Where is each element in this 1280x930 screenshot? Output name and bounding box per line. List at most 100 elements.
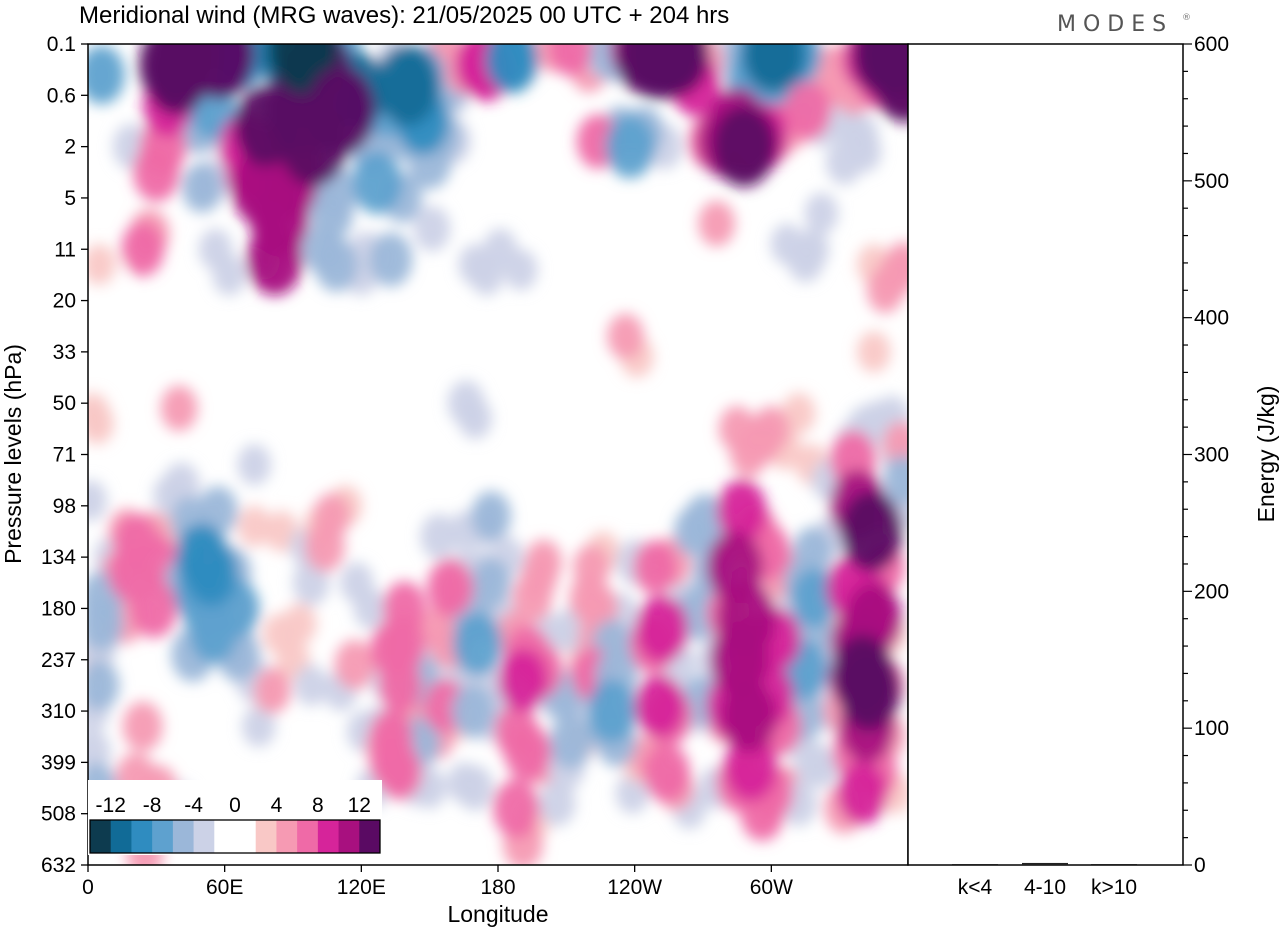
- heatmap-blob: [549, 44, 593, 77]
- heatmap-blob: [605, 115, 655, 179]
- y-axis-label: Pressure levels (hPa): [0, 344, 26, 564]
- energy-tick-label: 0: [1194, 854, 1206, 877]
- heatmap-blob: [353, 587, 388, 630]
- y-tick-label: 508: [41, 803, 76, 826]
- colorbar-swatch: [110, 820, 132, 853]
- energy-category-label: k<4: [958, 876, 993, 899]
- colorbar-swatch: [152, 820, 174, 853]
- heatmap-blob: [791, 568, 838, 628]
- energy-tick-label: 300: [1194, 444, 1229, 467]
- colorbar-tick-label: -12: [96, 794, 126, 817]
- colorbar-tick-label: 8: [312, 794, 324, 817]
- heatmap-blob: [292, 559, 330, 606]
- heatmap-blob: [471, 491, 512, 542]
- heatmap-blob: [784, 81, 831, 141]
- energy-bar: [952, 864, 998, 865]
- colorbar-swatch: [276, 820, 298, 853]
- y-tick-label: 20: [53, 290, 76, 313]
- colorbar-tick-label: -4: [184, 794, 203, 817]
- heatmap-blob: [840, 491, 903, 572]
- y-tick-label: 5: [64, 187, 76, 210]
- heatmap-blob: [237, 444, 272, 486]
- colorbar-swatch: [131, 820, 153, 853]
- heatmap-blob: [493, 779, 540, 838]
- heatmap-blob: [379, 614, 426, 674]
- heatmap-blob: [643, 743, 690, 803]
- y-tick-label: 11: [54, 238, 76, 261]
- heatmap-blob: [447, 380, 485, 426]
- energy-category-label: 4-10: [1024, 876, 1066, 899]
- heatmap-blob: [121, 222, 165, 277]
- heatmap-blob: [607, 313, 644, 360]
- heatmap-blob: [413, 205, 451, 252]
- heatmap-blob: [212, 254, 247, 296]
- heatmap-blob: [456, 765, 494, 811]
- y-tick-label: 98: [53, 495, 76, 518]
- colorbar: -12 -8 -4 0 4 8 12: [88, 780, 382, 855]
- energy-tick-label: 400: [1194, 307, 1229, 330]
- colorbar-swatch: [193, 820, 215, 853]
- heatmap-blob: [88, 480, 108, 522]
- energy-tick-label: 600: [1194, 33, 1229, 56]
- heatmap-blob: [837, 761, 888, 825]
- heatmap-blob: [237, 505, 272, 547]
- heatmap-blob: [883, 455, 908, 506]
- heatmap-blob: [254, 667, 291, 714]
- heatmap-blob: [88, 45, 125, 105]
- y-tick-label: 2: [64, 136, 76, 159]
- heatmap-blob: [720, 680, 777, 753]
- heatmap-blob: [857, 331, 891, 373]
- heatmap-blob: [264, 510, 299, 553]
- x-tick-label: 60W: [750, 876, 793, 899]
- colorbar-swatch: [338, 820, 360, 853]
- heatmap-blob: [426, 558, 474, 618]
- heatmap-blob: [712, 106, 776, 188]
- energy-tick-label: 200: [1194, 580, 1229, 603]
- y-tick-label: 237: [41, 649, 76, 672]
- chart-title: Meridional wind (MRG waves): 21/05/2025 …: [79, 2, 729, 29]
- heatmap-blob: [498, 648, 548, 712]
- heatmap-blob: [716, 479, 767, 543]
- heatmap-blob: [781, 392, 816, 435]
- y-tick-label: 33: [53, 341, 76, 364]
- heatmap-blob: [242, 705, 276, 748]
- heatmap-blob: [181, 162, 222, 213]
- colorbar-frame: [89, 819, 381, 854]
- heatmap-blob: [698, 200, 736, 247]
- brand-logo: MODES: [1057, 12, 1173, 37]
- heatmap-blob: [452, 612, 503, 676]
- energy-axis-label: Energy (J/kg): [1253, 386, 1279, 523]
- heatmap-blob: [634, 44, 704, 100]
- heatmap-blob: [744, 44, 804, 93]
- colorbar-swatch: [90, 820, 112, 853]
- heatmap-blob: [160, 385, 198, 432]
- heatmap-blob: [804, 192, 839, 234]
- heatmap-blob: [683, 494, 727, 549]
- y-tick-label: 310: [41, 700, 76, 723]
- heatmap-blob: [314, 237, 358, 292]
- colorbar-swatch: [359, 820, 381, 853]
- heatmap-field: [88, 44, 908, 865]
- heatmap-blob: [294, 664, 329, 707]
- energy-category-label: k>10: [1091, 876, 1137, 899]
- heatmap-blob: [88, 660, 120, 711]
- x-tick-label: 120E: [337, 876, 386, 899]
- heatmap-blob: [88, 403, 114, 445]
- x-tick-label: 60E: [206, 876, 243, 899]
- heatmap-blob: [352, 150, 403, 215]
- heatmap-blob: [420, 513, 458, 560]
- heatmap-blob: [885, 241, 908, 288]
- colorbar-tick-label: 12: [348, 794, 371, 817]
- x-axis: 0 60E 120E 180 120W 60W: [82, 865, 793, 899]
- colorbar-tick-label: -8: [143, 794, 162, 817]
- y-tick-label: 180: [41, 597, 76, 620]
- y-axis: 0.1 0.6 2 5 11 20 33 50 71 98 134 180 237 310 399 508 63…: [41, 33, 88, 877]
- heatmap-blob: [838, 650, 901, 731]
- heatmap-blob: [787, 236, 824, 283]
- heatmap-blob: [841, 113, 879, 160]
- colorbar-tick-label: 4: [271, 794, 283, 817]
- y-tick-label: 632: [41, 854, 76, 877]
- heatmap-blob: [185, 44, 255, 100]
- heatmap-blob: [458, 244, 493, 286]
